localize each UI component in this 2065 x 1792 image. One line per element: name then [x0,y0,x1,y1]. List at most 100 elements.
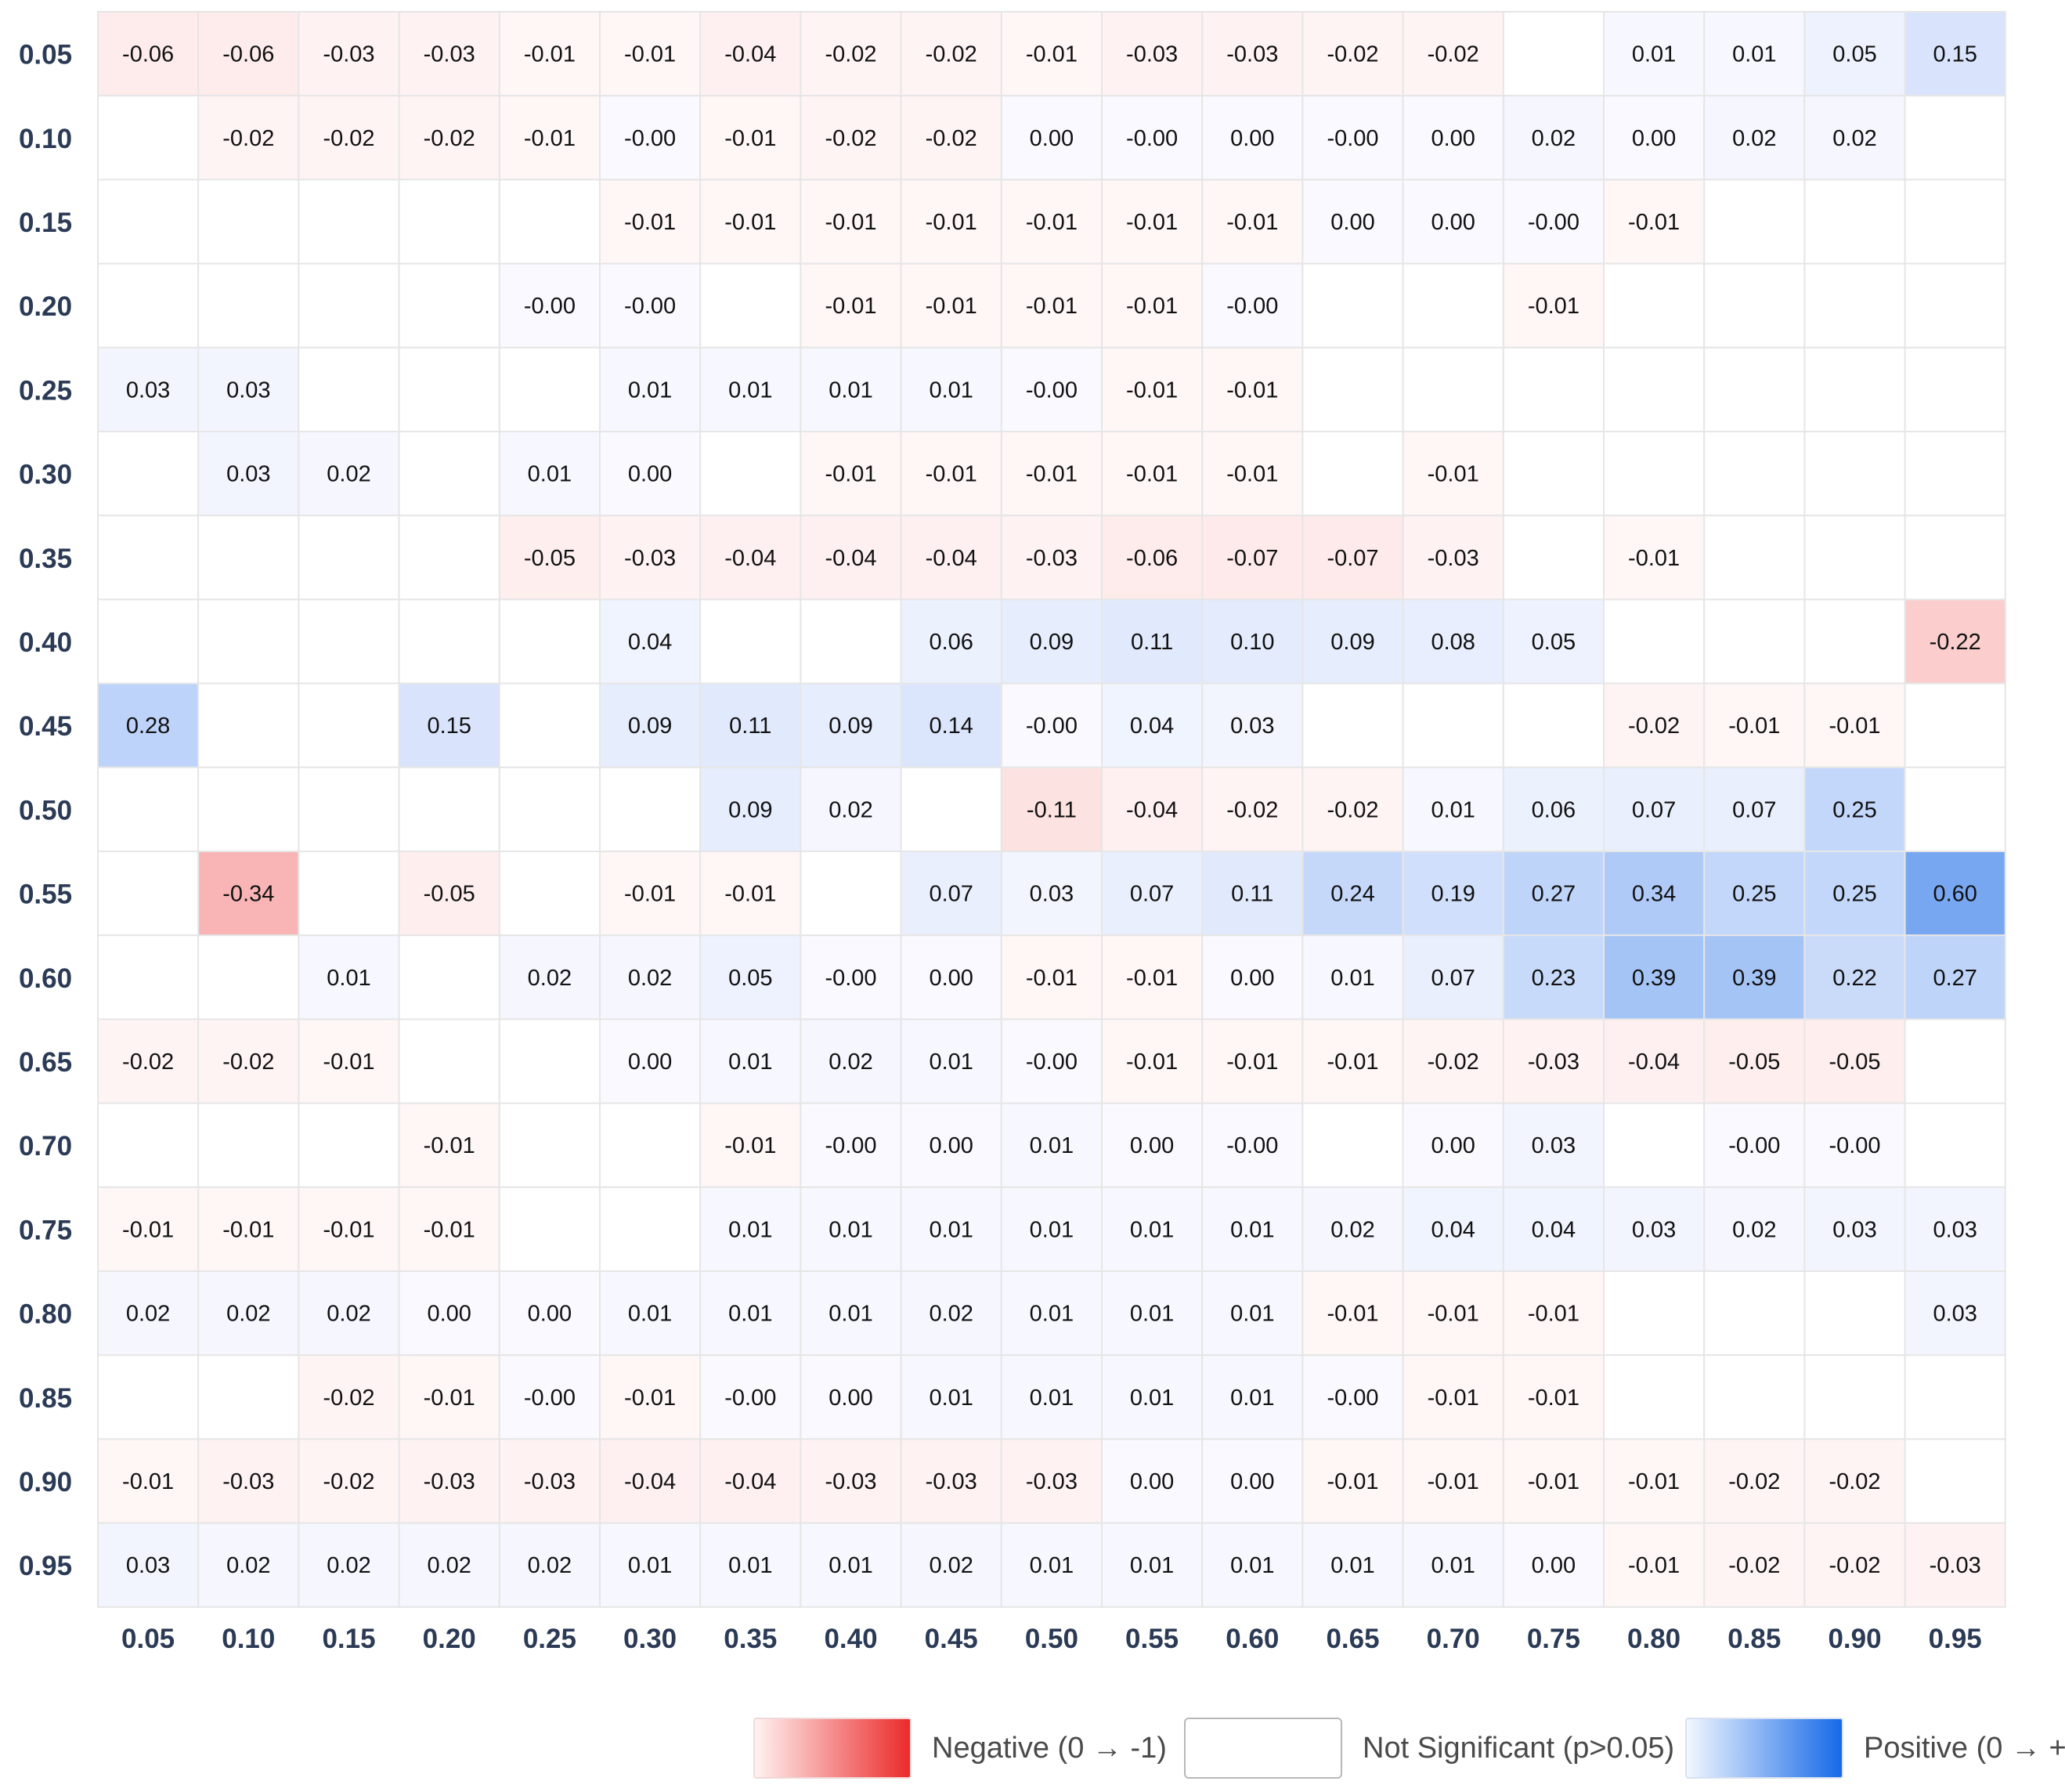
heatmap-cell-labels: -0.06 -0.06 -0.03 -0.03 -0.01 -0.01 -0.04 -0.02… [122,42,1981,1579]
cell-value-label: -0.01 [1628,210,1680,235]
heatmap-cell [599,1438,702,1524]
cell-value-label: -0.03 [825,1469,876,1494]
cell-value-label: 0.28 [126,714,170,739]
cell-value-label: -0.04 [724,42,776,67]
cell-value-label: 0.01 [1632,42,1676,67]
heatmap-cell [1603,1270,1706,1357]
heatmap-cell [1101,682,1204,768]
cell-value-label: 0.23 [1532,966,1576,991]
cell-value-label: -0.02 [1226,797,1278,822]
heatmap-cell [197,515,300,601]
cell-value-label: -0.01 [624,882,676,907]
heatmap-cell [800,431,902,517]
heatmap-cell [1803,1102,1906,1188]
cell-value-label: 0.01 [1030,1217,1074,1242]
heatmap-cell [1603,598,1706,685]
cell-value-label: 0.00 [929,966,973,991]
cell-value-label: -0.03 [1126,42,1178,67]
heatmap-cell [1703,515,1806,601]
cell-value-label: -0.03 [624,546,676,571]
cell-value-label: 0.01 [1732,42,1776,67]
cell-value-label: 0.02 [126,1302,170,1327]
x-tick-label: 0.45 [925,1624,978,1654]
heatmap-cell [1904,1102,2006,1188]
heatmap-cell [1101,1354,1204,1440]
cell-value-label: 0.01 [1431,797,1475,822]
cell-value-label: 0.01 [1130,1386,1174,1411]
y-tick-label: 0.10 [19,124,72,154]
heatmap-cell [900,934,1002,1021]
heatmap-cell [1201,682,1304,768]
heatmap-cell [699,1018,802,1104]
cell-value-label: 0.04 [1431,1217,1475,1242]
cell-value-label: 0.01 [1030,1302,1074,1327]
y-tick-label: 0.85 [19,1383,72,1414]
cell-value-label: -0.01 [1829,714,1880,739]
heatmap-cell [1703,1438,1806,1524]
heatmap-cell [1201,346,1304,432]
heatmap-cell [498,766,601,852]
heatmap-cell [800,11,902,97]
heatmap-cell [1603,179,1706,265]
cell-value-label: 0.08 [1431,630,1475,655]
cell-value-label: 0.60 [1933,882,1977,907]
heatmap-cell [699,598,802,685]
heatmap-cell [1201,1018,1304,1104]
cell-value-label: 0.01 [1130,1553,1174,1578]
heatmap-cell [498,682,601,768]
cell-value-label: 0.00 [1431,210,1475,235]
heatmap-cell [1301,262,1404,349]
cell-value-label: -0.01 [1126,1050,1178,1075]
x-tick-label: 0.25 [523,1624,576,1654]
legend-item-not-significant: Not Significant (p>0.05) [1184,1715,1674,1781]
heatmap-cell [498,1522,601,1608]
y-tick-label: 0.35 [19,544,72,574]
heatmap-cell [197,1102,300,1188]
heatmap-cell [1603,1354,1706,1440]
cell-value-label: -0.00 [1126,126,1178,151]
heatmap-cell [398,1438,500,1524]
cell-value-label: 0.07 [1632,797,1676,822]
x-tick-label: 0.80 [1627,1624,1681,1654]
heatmap-cell [1201,851,1304,937]
cell-value-label: -0.01 [1327,1302,1378,1327]
heatmap-cell [1000,766,1103,852]
heatmap-cell [1603,682,1706,768]
heatmap-cell [1201,431,1304,517]
cell-value-label: 0.25 [1732,882,1776,907]
cell-value-label: 0.24 [1330,882,1374,907]
cell-value-label: 0.03 [1632,1217,1676,1242]
cell-value-label: -0.00 [825,966,876,991]
heatmap-cell [1402,1354,1504,1440]
heatmap-cell [900,179,1002,265]
cell-value-label: 0.00 [1431,126,1475,151]
cell-value-label: 0.01 [1230,1217,1274,1242]
heatmap-cell [1703,766,1806,852]
cell-value-label: -0.00 [1026,1050,1078,1075]
heatmap-cell [1703,1018,1806,1104]
cell-value-label: -0.01 [122,1217,174,1242]
cell-value-label: 0.39 [1732,966,1776,991]
heatmap-cell [197,766,300,852]
cell-value-label: 0.07 [1732,797,1776,822]
heatmap-cell [1904,515,2006,601]
heatmap-cell [1201,95,1304,181]
heatmap-cell [599,851,702,937]
heatmap-cell [398,1102,500,1188]
heatmap-cell [398,179,500,265]
heatmap-cell [1201,515,1304,601]
heatmap-cell [800,1102,902,1188]
legend-swatch-negative [753,1718,912,1779]
heatmap-cell [1402,1270,1504,1357]
cell-value-label: 0.06 [929,630,973,655]
cell-value-label: 0.00 [1130,1133,1174,1158]
heatmap-cell [1703,262,1806,349]
heatmap-cell [498,851,601,937]
heatmap-cell [298,851,400,937]
heatmap-cell [97,934,200,1021]
y-tick-label: 0.25 [19,375,72,406]
heatmap-cell [1201,1354,1304,1440]
heatmap-cell [1502,179,1605,265]
heatmap-cell [298,95,400,181]
heatmap-cell [1803,1186,1906,1273]
